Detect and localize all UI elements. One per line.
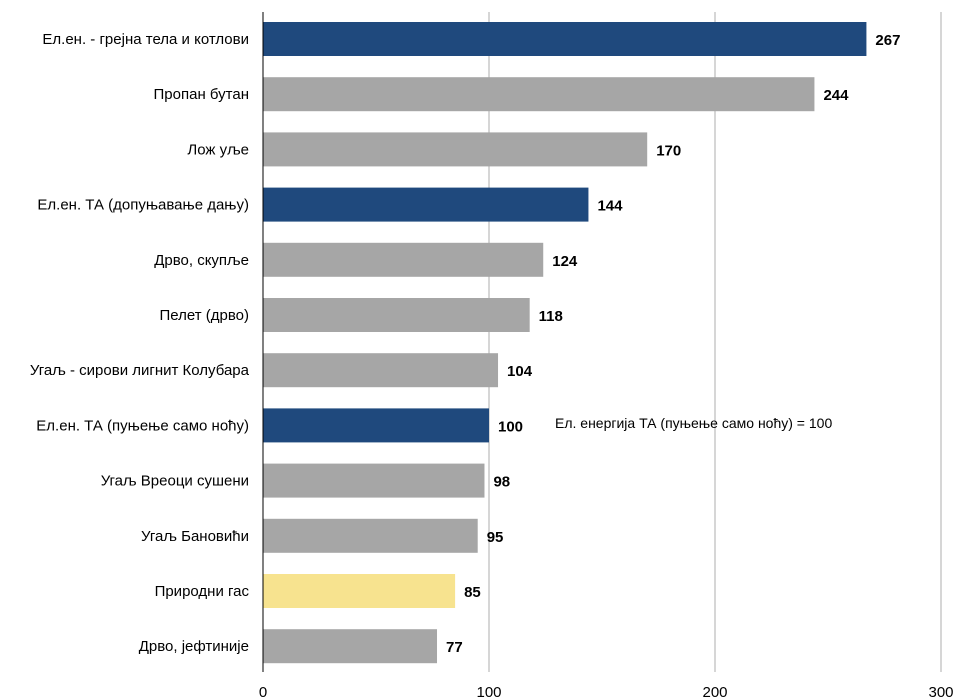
bar-3: [263, 187, 589, 222]
x-axis-tick-labels: 0 100 200 300: [259, 684, 954, 700]
value-label-4: 124: [552, 253, 578, 270]
category-label-2: Лож уље: [187, 141, 249, 158]
category-label-10: Природни гас: [155, 583, 250, 600]
bar-5: [263, 298, 530, 332]
value-label-3: 144: [597, 198, 623, 215]
value-label-1: 244: [823, 87, 849, 104]
bar-6: [263, 353, 499, 388]
value-labels: 267 244 170 144 124 118 104 100 98 95 85 77: [446, 32, 900, 656]
bar-9: [263, 518, 478, 553]
category-label-8: Угаљ Вреоци сушени: [101, 473, 249, 490]
category-label-0: Ел.ен. - грејна тела и котлови: [42, 31, 249, 48]
category-label-1: Пропан бутан: [154, 86, 249, 103]
gridlines: [488, 12, 942, 672]
bar-4: [263, 242, 544, 277]
category-label-11: Дрво, јефтиније: [139, 638, 249, 655]
category-label-5: Пелет (дрво): [160, 307, 250, 324]
category-label-6: Угаљ - сирови лигнит Колубара: [30, 362, 250, 379]
bar-7: [263, 408, 489, 443]
bar-0: [263, 22, 867, 56]
value-label-9: 95: [487, 529, 504, 546]
x-tick-label-100: 100: [476, 684, 501, 700]
category-label-9: Угаљ Бановићи: [141, 528, 249, 545]
value-label-6: 104: [507, 363, 533, 380]
x-tick-label-0: 0: [259, 684, 267, 700]
value-label-10: 85: [464, 584, 481, 601]
bars: [263, 22, 867, 664]
value-label-0: 267: [875, 32, 900, 49]
value-label-2: 170: [656, 142, 681, 159]
bar-8: [263, 463, 485, 498]
reference-annotation: Ел. енергија ТА (пуњење само ноћу) = 100: [555, 415, 832, 431]
category-label-3: Ел.ен. ТА (допуњавање дању): [37, 197, 249, 214]
category-label-7: Ел.ен. ТА (пуњење само ноћу): [36, 417, 249, 434]
x-tick-label-200: 200: [702, 684, 727, 700]
value-label-5: 118: [539, 308, 563, 325]
category-labels: Ел.ен. - грејна тела и котлови Пропан бут…: [30, 31, 250, 655]
category-label-4: Дрво, скупље: [154, 252, 249, 269]
value-label-8: 98: [493, 474, 510, 491]
bar-10: [263, 574, 456, 608]
x-tick-label-300: 300: [928, 684, 953, 700]
value-label-7: 100: [498, 418, 523, 435]
bar-2: [263, 132, 648, 167]
bar-1: [263, 77, 815, 112]
value-label-11: 77: [446, 639, 463, 656]
bar-11: [263, 629, 438, 664]
